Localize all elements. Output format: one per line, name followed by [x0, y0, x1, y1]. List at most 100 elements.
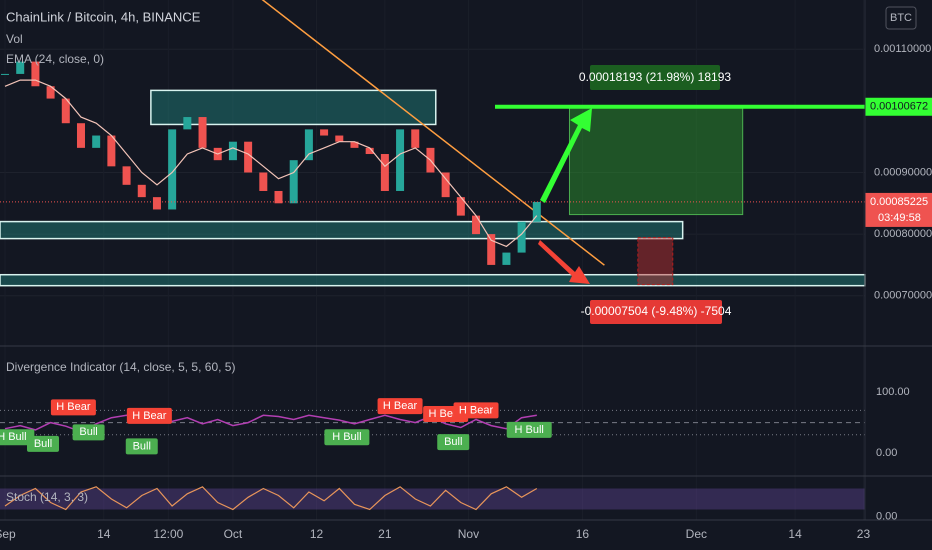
signal-box — [0, 429, 35, 446]
x-tick-label: 12:00 — [153, 527, 183, 541]
ema-label: EMA (24, close, 0) — [6, 52, 104, 66]
candle — [472, 215, 481, 235]
signal-label: H Bear — [383, 400, 418, 412]
x-tick-label: 14 — [788, 527, 802, 541]
stoch-line — [4, 486, 538, 511]
signal-box — [126, 407, 172, 424]
candle — [517, 221, 526, 253]
candle — [350, 141, 359, 148]
signal-label: H Bull — [0, 431, 27, 443]
symbol-title: ChainLink / Bitcoin, 4h, BINANCE — [6, 9, 201, 24]
zone — [0, 220, 684, 240]
ema-line — [4, 79, 538, 248]
candle — [289, 160, 298, 204]
candle — [137, 184, 146, 198]
candle — [396, 129, 405, 191]
stoch-title: Stoch (14, 3, 3) — [6, 490, 88, 504]
loss-label: -0.00007504 (-9.48%) -7504 — [581, 304, 732, 318]
signal-box — [506, 421, 552, 438]
candle — [259, 172, 268, 191]
x-tick-label: Dec — [686, 527, 707, 541]
candle — [502, 252, 511, 265]
signal-box — [377, 398, 423, 415]
candle — [76, 123, 85, 148]
candle — [198, 117, 207, 148]
signal-box — [72, 424, 105, 441]
candle — [16, 61, 25, 74]
candle — [61, 98, 70, 124]
profit-label: 0.00018193 (21.98%) 18193 — [579, 70, 731, 84]
signal-label: Bull — [133, 440, 151, 452]
x-tick-label: 21 — [378, 527, 392, 541]
y-tick-label: 0.00070000 — [874, 290, 932, 302]
y-tick-label: 0.00110000 — [874, 43, 931, 55]
signal-box — [125, 438, 158, 455]
candle — [107, 135, 116, 167]
signal-label: H Bear — [132, 410, 167, 422]
profit-label-box — [590, 65, 720, 90]
signal-box — [50, 399, 96, 416]
oscillator-title: Divergence Indicator (14, close, 5, 5, 6… — [6, 360, 235, 374]
zone — [0, 273, 866, 287]
profit-zone — [568, 106, 744, 216]
target-price-box — [865, 97, 932, 116]
trend-line — [261, 0, 605, 266]
x-tick-label: 14 — [97, 527, 111, 541]
x-tick-label: 12 — [310, 527, 324, 541]
candle — [335, 135, 344, 142]
signal-label: Bull — [79, 426, 97, 438]
candle — [380, 154, 389, 191]
candle — [320, 129, 329, 136]
candle — [244, 141, 253, 173]
candle — [183, 117, 192, 130]
y-tick-label: 0.00 — [876, 510, 897, 522]
last-price-box — [865, 192, 932, 227]
candle — [152, 197, 161, 210]
x-tick-label: 16 — [576, 527, 590, 541]
candle — [441, 172, 450, 198]
candle — [411, 129, 420, 148]
loss-zone — [637, 237, 674, 286]
countdown-label: 03:49:58 — [878, 212, 921, 224]
target-price-label: 0.00100672 — [870, 101, 928, 113]
signal-label: Bull — [34, 438, 52, 450]
y-tick-label: 0.00090000 — [874, 166, 932, 178]
signal-box — [453, 402, 499, 419]
signal-label: H Bull — [515, 424, 544, 436]
candle — [122, 166, 131, 185]
zone — [150, 89, 437, 126]
profit-arrow — [540, 108, 592, 203]
signal-box — [26, 435, 59, 452]
currency-button[interactable] — [885, 6, 917, 30]
y-tick-label: 0.00080000 — [874, 228, 932, 240]
y-tick-label: 0.00 — [876, 447, 897, 459]
signal-label: H Bear — [56, 401, 91, 413]
loss-arrow — [538, 240, 590, 284]
candle — [456, 197, 465, 216]
x-tick-label: Oct — [224, 527, 243, 541]
signal-box — [324, 429, 370, 446]
x-tick-label: 23 — [857, 527, 871, 541]
candle — [274, 190, 283, 204]
candle — [532, 201, 541, 222]
candle — [304, 129, 313, 161]
y-tick-label: 100.00 — [876, 386, 910, 398]
signal-label: Bull — [444, 436, 462, 448]
candle — [365, 147, 374, 155]
candle — [31, 61, 40, 87]
signal-label: H Bear — [459, 404, 494, 416]
signal-label: H Bull — [332, 431, 361, 443]
candle — [1, 73, 10, 75]
x-tick-label: Sep — [0, 527, 16, 541]
currency-label[interactable]: BTC — [890, 12, 912, 24]
candle — [487, 234, 496, 265]
candle — [168, 129, 177, 210]
last-price-label: 0.00085225 — [870, 196, 928, 208]
stoch-band — [0, 488, 865, 510]
vol-label: Vol — [6, 32, 23, 46]
candle — [46, 86, 55, 99]
loss-label-box — [590, 300, 722, 324]
